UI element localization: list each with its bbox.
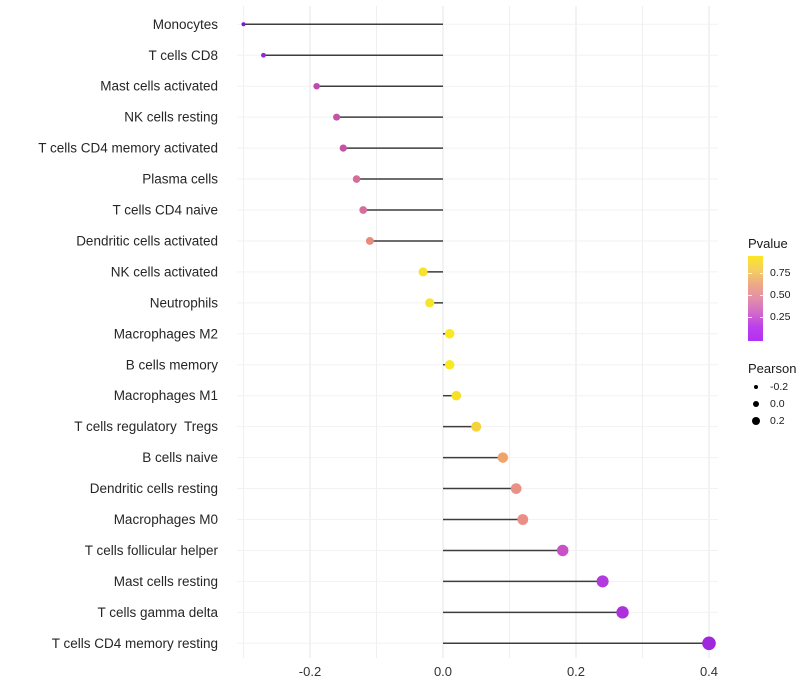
lollipop-dot — [444, 359, 455, 370]
x-tick-label: 0.0 — [434, 664, 452, 679]
lollipop-dot — [261, 52, 266, 58]
x-tick-label: 0.2 — [567, 664, 585, 679]
lollipop-dot — [425, 298, 435, 308]
category-label: Monocytes — [153, 17, 219, 32]
category-label: Neutrophils — [150, 295, 219, 310]
pearson-size-dot — [753, 384, 759, 390]
lollipop-dot — [352, 175, 361, 183]
pearson-size-label: -0.2 — [770, 381, 789, 393]
lollipop-dot — [313, 82, 320, 90]
category-label: Macrophages M1 — [114, 388, 218, 403]
lollipop-dot — [510, 483, 522, 494]
colorbar-tick-mark — [748, 317, 752, 318]
category-label: T cells CD4 naive — [112, 203, 218, 218]
colorbar-tick-mark — [759, 295, 763, 296]
pearson-size-dot — [752, 400, 760, 408]
lollipop-dot — [616, 606, 629, 619]
pearson-size-label: 0.2 — [770, 415, 785, 427]
category-label: T cells CD4 memory resting — [52, 636, 218, 651]
lollipop-dot — [471, 421, 482, 432]
category-label: T cells follicular helper — [85, 543, 219, 558]
x-tick-label: -0.2 — [299, 664, 321, 679]
pearson-size-label: 0.0 — [770, 398, 785, 410]
pearson-size-dot — [751, 416, 761, 426]
category-label: Macrophages M0 — [114, 512, 218, 527]
category-label: B cells naive — [142, 450, 218, 465]
lollipop-dot — [702, 636, 716, 651]
lollipop-dot — [333, 113, 341, 121]
colorbar-tick-mark — [759, 273, 763, 274]
pvalue-tick-label: 0.25 — [770, 311, 791, 323]
category-label: Mast cells activated — [100, 79, 218, 94]
x-tick-label: 0.4 — [700, 664, 718, 679]
category-label: NK cells activated — [111, 264, 218, 279]
lollipop-dot — [365, 237, 374, 245]
category-label: Dendritic cells activated — [76, 233, 218, 248]
lollipop-dot — [339, 144, 347, 152]
lollipop-dot — [451, 390, 462, 401]
category-label: T cells gamma delta — [97, 605, 218, 620]
pvalue-colorbar — [748, 256, 763, 341]
category-label: NK cells resting — [124, 110, 218, 125]
category-label: Dendritic cells resting — [90, 481, 218, 496]
lollipop-dot — [418, 267, 428, 277]
lollipop-dot — [497, 452, 509, 463]
category-label: T cells regulatory Tregs — [74, 419, 218, 434]
category-label: Macrophages M2 — [114, 326, 218, 341]
category-label: T cells CD4 memory activated — [38, 141, 218, 156]
colorbar-tick-mark — [748, 273, 752, 274]
lollipop-dot — [556, 544, 569, 557]
lollipop-dot — [517, 514, 529, 525]
lollipop-dot — [359, 206, 368, 214]
category-label: Mast cells resting — [114, 574, 218, 589]
pvalue-legend-title: Pvalue — [748, 236, 788, 251]
lollipop-dot — [241, 22, 246, 27]
colorbar-tick-mark — [759, 317, 763, 318]
lollipop-dot — [596, 575, 609, 588]
category-label: B cells memory — [126, 357, 219, 372]
lollipop-dot — [444, 329, 455, 339]
category-label: T cells CD8 — [148, 48, 218, 63]
category-label: Plasma cells — [142, 172, 218, 187]
pvalue-tick-label: 0.75 — [770, 267, 791, 279]
pearson-legend-title: Pearson — [748, 361, 797, 376]
pvalue-tick-label: 0.50 — [770, 289, 791, 301]
colorbar-tick-mark — [748, 295, 752, 296]
